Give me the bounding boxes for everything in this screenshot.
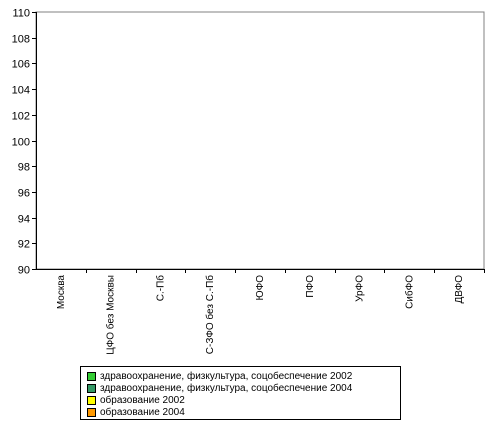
x-category-labels: Москва ЦФО без Москвы С.-Пб С-ЗФО без С.-Пб… <box>56 275 465 355</box>
x-category-label: С-ЗФО без С.-Пб <box>204 275 216 354</box>
legend-item: здравоохранение, физкультура, соцобеспеч… <box>87 382 400 394</box>
legend-label: здравоохранение, физкультура, соцобеспеч… <box>100 370 353 382</box>
legend-label: образование 2004 <box>100 406 185 418</box>
y-tick-label: 102 <box>12 111 30 123</box>
legend-item: образование 2002 <box>87 394 400 406</box>
legend-swatch <box>87 407 96 417</box>
x-category-label: УрФО <box>355 275 366 302</box>
legend: здравоохранение, физкультура, соцобеспеч… <box>80 366 401 420</box>
legend-label: здравоохранение, физкультура, соцобеспеч… <box>100 382 353 394</box>
legend-item: здравоохранение, физкультура, соцобеспеч… <box>87 370 400 382</box>
plot-area <box>35 11 485 270</box>
legend-swatch <box>87 395 96 405</box>
y-tick-label: 100 <box>12 137 30 149</box>
y-tick-label: 110 <box>12 8 30 20</box>
x-category-label: ЦФО без Москвы <box>105 275 117 355</box>
x-category-label: ПФО <box>305 275 316 298</box>
x-category-label: С.-Пб <box>154 275 166 302</box>
y-tick-label: 98 <box>18 162 30 174</box>
x-category-label: ЮФО <box>255 275 266 301</box>
y-tick-label: 90 <box>18 265 30 277</box>
y-tick-label: 94 <box>18 214 30 226</box>
legend-label: образование 2002 <box>100 394 185 406</box>
legend-item: образование 2004 <box>87 406 400 418</box>
y-tick-label: 92 <box>18 239 30 251</box>
y-tick-label: 108 <box>12 34 30 46</box>
y-tick-label: 106 <box>12 59 30 71</box>
y-tick-label: 104 <box>12 85 30 97</box>
axes <box>32 11 485 273</box>
x-category-label: Москва <box>56 275 67 310</box>
legend-swatch <box>87 371 96 381</box>
x-category-label: ДВФО <box>454 275 465 304</box>
y-tick-labels: 90 92 94 96 98 100 102 104 106 108 110 <box>12 8 30 277</box>
x-category-label: СибФО <box>403 275 415 309</box>
y-tick-label: 96 <box>18 188 30 200</box>
legend-swatch <box>87 383 96 393</box>
